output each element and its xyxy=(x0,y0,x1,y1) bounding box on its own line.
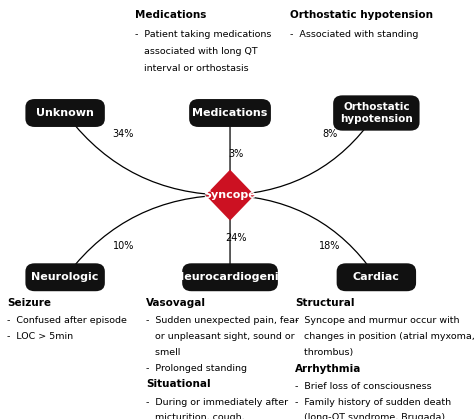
FancyBboxPatch shape xyxy=(337,263,416,291)
Text: Neurocardiogenic: Neurocardiogenic xyxy=(175,272,285,282)
Text: Structural: Structural xyxy=(295,298,355,308)
Text: thrombus): thrombus) xyxy=(295,348,353,357)
Text: Situational: Situational xyxy=(146,380,211,389)
Text: (long-QT syndrome, Brugada): (long-QT syndrome, Brugada) xyxy=(295,414,445,419)
FancyArrowPatch shape xyxy=(68,116,227,195)
Text: Arrhythmia: Arrhythmia xyxy=(295,364,362,374)
Text: associated with long QT: associated with long QT xyxy=(135,47,257,56)
Text: smell: smell xyxy=(146,348,181,357)
Text: -  Syncope and murmur occur with: - Syncope and murmur occur with xyxy=(295,316,460,325)
Text: Syncope: Syncope xyxy=(204,190,256,200)
Text: interval or orthostasis: interval or orthostasis xyxy=(135,64,248,72)
Text: -  LOC > 5min: - LOC > 5min xyxy=(7,332,73,341)
Text: micturition, cough,: micturition, cough, xyxy=(146,414,245,419)
Text: Cardiac: Cardiac xyxy=(353,272,400,282)
FancyArrowPatch shape xyxy=(233,116,374,195)
FancyArrowPatch shape xyxy=(233,195,374,274)
Text: -  Associated with standing: - Associated with standing xyxy=(291,30,419,39)
Text: Unknown: Unknown xyxy=(36,108,94,118)
Text: -  Patient taking medications: - Patient taking medications xyxy=(135,30,271,39)
FancyArrowPatch shape xyxy=(228,117,232,192)
Text: -  During or immediately after: - During or immediately after xyxy=(146,398,289,406)
Text: -  Sudden unexpected pain, fear: - Sudden unexpected pain, fear xyxy=(146,316,300,325)
Text: -  Prolonged standing: - Prolonged standing xyxy=(146,364,247,372)
Text: Neurologic: Neurologic xyxy=(31,272,99,282)
Text: Orthostatic hypotension: Orthostatic hypotension xyxy=(291,10,433,21)
Text: 34%: 34% xyxy=(112,129,134,139)
Text: 8%: 8% xyxy=(322,129,337,139)
FancyArrowPatch shape xyxy=(68,195,227,274)
Text: 24%: 24% xyxy=(225,233,247,243)
Polygon shape xyxy=(206,170,255,220)
Text: -  Confused after episode: - Confused after episode xyxy=(7,316,127,325)
Text: Medications: Medications xyxy=(135,10,206,21)
Text: changes in position (atrial myxoma,: changes in position (atrial myxoma, xyxy=(295,332,474,341)
Text: 18%: 18% xyxy=(319,241,341,251)
Text: 10%: 10% xyxy=(112,241,134,251)
Text: 3%: 3% xyxy=(228,149,244,159)
FancyBboxPatch shape xyxy=(333,96,419,131)
Text: Orthostatic
hypotension: Orthostatic hypotension xyxy=(340,102,413,124)
Text: Seizure: Seizure xyxy=(7,298,51,308)
Text: Vasovagal: Vasovagal xyxy=(146,298,206,308)
FancyBboxPatch shape xyxy=(189,99,271,127)
FancyBboxPatch shape xyxy=(26,263,105,291)
Text: -  Brief loss of consciousness: - Brief loss of consciousness xyxy=(295,382,432,391)
FancyArrowPatch shape xyxy=(228,198,232,273)
FancyBboxPatch shape xyxy=(26,99,105,127)
FancyBboxPatch shape xyxy=(182,263,278,291)
Text: -  Family history of sudden death: - Family history of sudden death xyxy=(295,398,451,406)
Text: Medications: Medications xyxy=(192,108,268,118)
Text: or unpleasant sight, sound or: or unpleasant sight, sound or xyxy=(146,332,295,341)
